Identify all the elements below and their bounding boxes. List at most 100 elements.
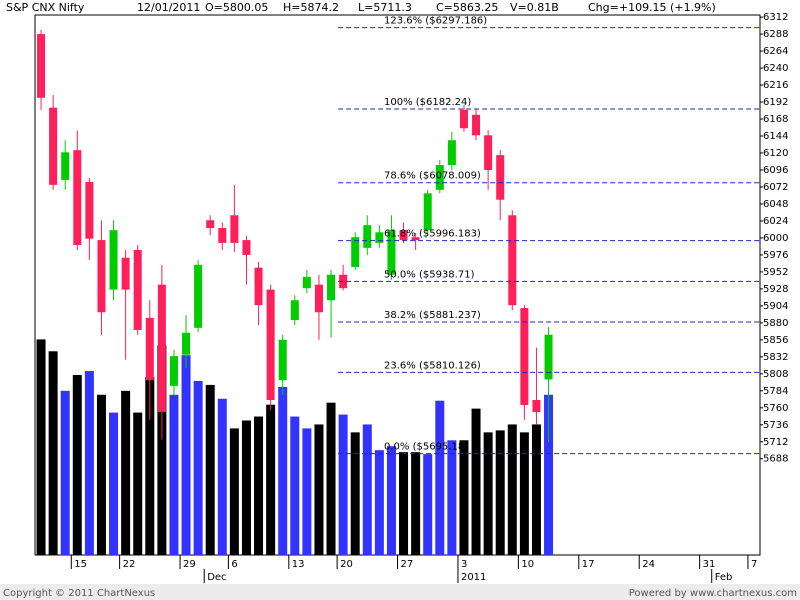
candle-body [447,140,456,166]
candle-body [351,237,360,267]
y-tick-label: 6072 [763,182,788,193]
candle-body [230,215,239,243]
y-tick-label: 6000 [763,233,788,244]
volume-bar [121,390,131,555]
y-tick-label: 5832 [763,352,788,363]
header-close: C=5863.25 [436,1,498,14]
volume-bar [229,428,239,555]
y-tick-label: 5976 [763,250,788,261]
candle-body [387,230,396,275]
volume-bar [495,430,505,555]
header-low: L=5711.3 [358,1,412,14]
candle-body [399,230,408,241]
y-tick-label: 6048 [763,199,788,210]
candle-body [496,155,505,200]
y-tick-label: 6288 [763,29,788,40]
fib-label: 0.0% ($5695.18) [384,442,468,453]
volume-bar [471,408,481,555]
volume-bar [48,351,58,555]
y-tick-label: 6120 [763,148,788,159]
x-tick-label: 24 [642,559,655,570]
x-tick-label: 3 [461,559,467,570]
volume-bar [459,440,469,555]
fib-label: 78.6% ($6078.009) [384,171,481,182]
volume-bar [145,376,155,555]
header-change: Chg=+109.15 (+1.9%) [588,1,716,14]
candle-body [544,334,553,380]
header-date: 12/01/2011 [137,1,200,14]
candle-body [157,284,166,413]
candle-body [532,400,541,413]
fib-label: 100% ($6182.24) [384,97,471,108]
candle-body [508,215,517,306]
volume-bar [254,416,264,555]
y-tick-label: 5688 [763,454,788,465]
volume-bar [447,440,457,555]
candle-body [484,135,493,170]
y-tick-label: 5808 [763,369,788,380]
volume-bar [96,394,106,555]
candle-body [472,114,481,136]
candle-body [314,284,323,313]
candle-body [363,225,372,248]
volume-bar [544,394,554,555]
candle-body [194,264,203,328]
y-tick-label: 5952 [763,267,788,278]
candle-body [290,300,299,321]
x-tick-label: 31 [703,559,716,570]
fib-label: 23.6% ($5810.126) [384,360,481,371]
x-tick-label: 7 [751,559,757,570]
fib-label: 38.2% ($5881.237) [384,310,481,321]
candle-body [73,150,82,246]
volume-bar [519,432,529,555]
volume-bar [241,420,251,555]
candle-body [327,274,336,301]
x-tick-label: 27 [401,559,414,570]
volume-bar [507,424,517,555]
volume-bar [169,394,179,555]
volume-bar [374,450,384,555]
x-tick-label: 29 [183,559,196,570]
y-tick-label: 6240 [763,63,788,74]
x-tick-label: 17 [582,559,595,570]
month-label: 2011 [461,572,486,583]
candle-body [278,339,287,381]
candle-body [266,289,275,401]
candle-body [109,230,118,290]
candle-body [85,182,94,239]
volume-bar [531,424,541,555]
candle-body [49,107,58,185]
y-tick-label: 5856 [763,335,788,346]
volume-bar [362,424,372,555]
y-tick-label: 6096 [763,165,788,176]
x-tick-label: 22 [123,559,136,570]
volume-bar [60,390,70,555]
footer-bar [0,584,800,600]
x-tick-label: 20 [340,559,353,570]
fib-label: 123.6% ($6297.186) [384,16,487,27]
volume-bar [109,412,119,555]
volume-bar [84,371,94,555]
volume-bar [290,416,300,555]
volume-bar [133,412,143,555]
y-tick-label: 6312 [763,12,788,23]
x-tick-label: 15 [74,559,87,570]
candle-body [375,232,384,243]
candle-body [242,240,251,255]
volume-bar [399,452,409,555]
y-tick-label: 5736 [763,420,788,431]
candle-body [435,165,444,190]
candle-body [121,257,130,290]
candle-body [218,228,227,243]
y-tick-label: 5760 [763,403,788,414]
candle-body [520,308,529,405]
candle-body [182,332,191,355]
candle-body [133,249,142,330]
candle-body [302,276,311,289]
y-tick-label: 5904 [763,301,788,312]
volume-bar [278,386,288,555]
candle-body [206,220,215,229]
powered-by[interactable]: Powered by www.chartnexus.com [629,588,797,599]
volume-bar [217,398,227,555]
